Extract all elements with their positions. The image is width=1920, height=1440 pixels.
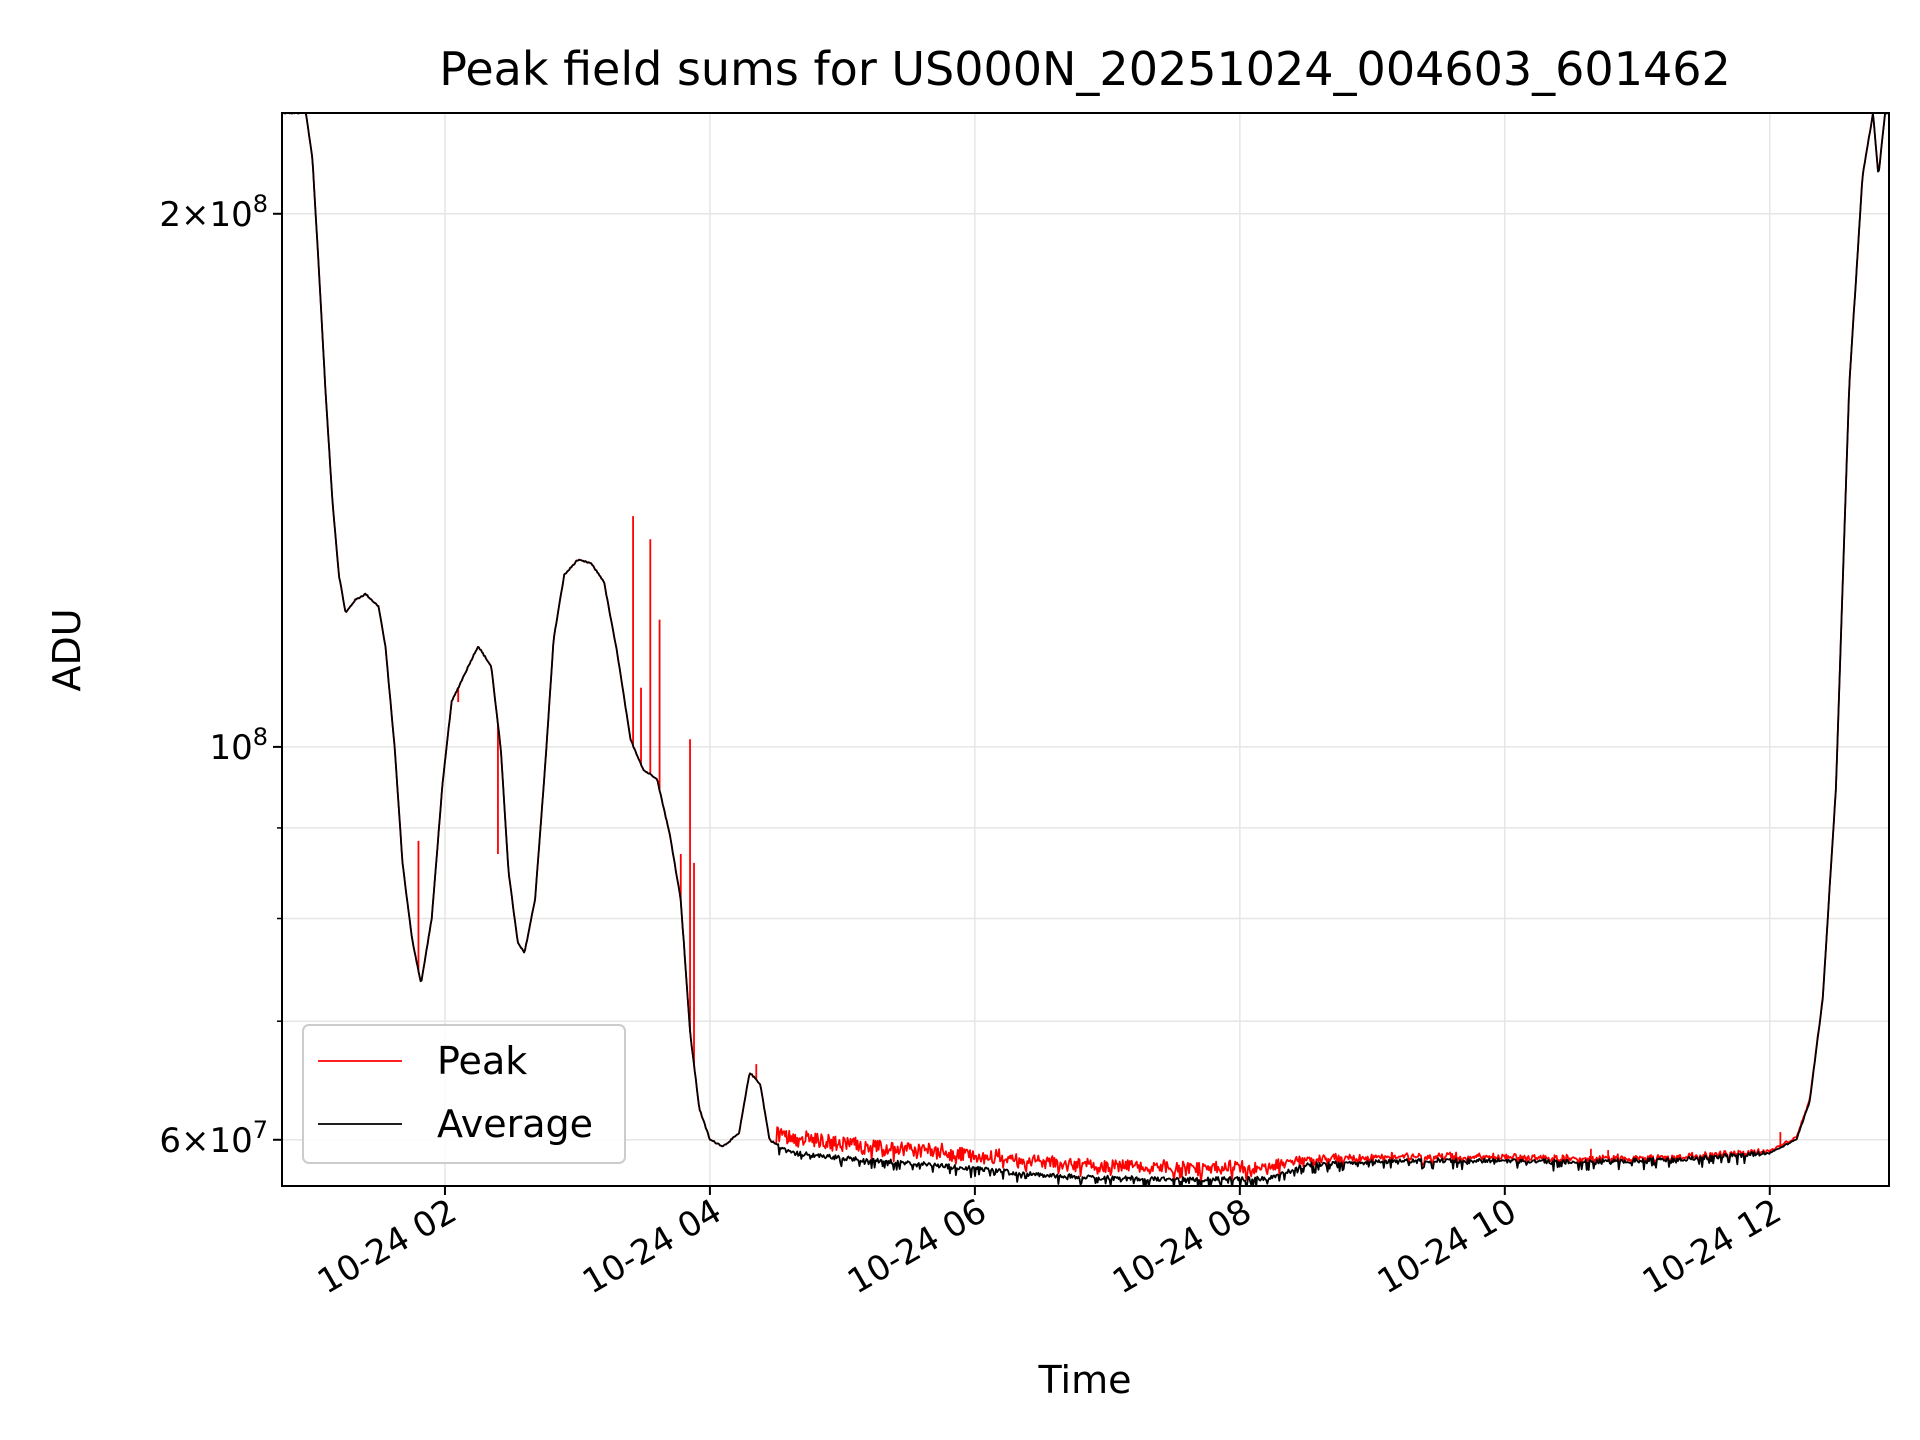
chart-title: Peak field sums for US000N_20251024_0046… — [439, 42, 1731, 96]
series-average-line — [282, 113, 1889, 1186]
legend-peak-label: Peak — [437, 1039, 527, 1083]
legend-average-label: Average — [437, 1102, 593, 1146]
legend: Peak Average — [302, 1024, 626, 1164]
x-axis-label: Time — [1038, 1358, 1132, 1402]
series-peak-spikes — [417, 516, 1782, 1176]
y-tick-label: 6×107 — [159, 1116, 268, 1161]
y-axis: 6×107 108 2×108 — [159, 190, 282, 1161]
plot-frame — [281, 112, 1890, 1187]
y-tick-label: 108 — [209, 723, 268, 768]
plot-area — [282, 113, 1889, 1186]
legend-frame — [302, 1024, 626, 1164]
y-tick-label: 2×108 — [159, 190, 268, 235]
grid-layer — [282, 113, 1889, 1186]
y-axis-label: ADU — [45, 608, 89, 691]
